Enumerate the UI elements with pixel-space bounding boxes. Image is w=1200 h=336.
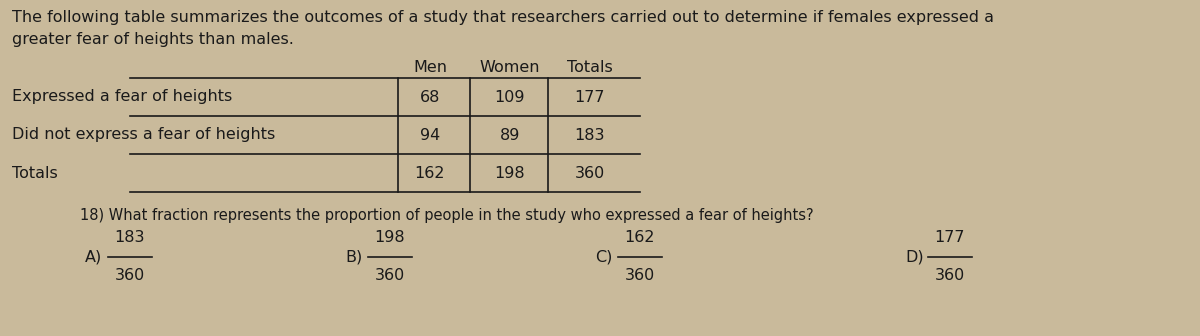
Text: Expressed a fear of heights: Expressed a fear of heights (12, 89, 233, 104)
Text: C): C) (595, 250, 612, 264)
Text: D): D) (905, 250, 924, 264)
Text: 109: 109 (494, 89, 526, 104)
Text: B): B) (346, 250, 362, 264)
Text: 183: 183 (115, 230, 145, 246)
Text: Did not express a fear of heights: Did not express a fear of heights (12, 127, 275, 142)
Text: 89: 89 (500, 127, 520, 142)
Text: 360: 360 (374, 268, 406, 284)
Text: Totals: Totals (568, 60, 613, 76)
Text: Men: Men (413, 60, 446, 76)
Text: 198: 198 (494, 166, 526, 180)
Text: 183: 183 (575, 127, 605, 142)
Text: Totals: Totals (12, 166, 58, 180)
Text: 177: 177 (575, 89, 605, 104)
Text: A): A) (85, 250, 102, 264)
Text: The following table summarizes the outcomes of a study that researchers carried : The following table summarizes the outco… (12, 10, 994, 25)
Text: 360: 360 (935, 268, 965, 284)
Text: 162: 162 (625, 230, 655, 246)
Text: 177: 177 (935, 230, 965, 246)
Text: 162: 162 (415, 166, 445, 180)
Text: Women: Women (480, 60, 540, 76)
Text: 360: 360 (575, 166, 605, 180)
Text: 68: 68 (420, 89, 440, 104)
Text: greater fear of heights than males.: greater fear of heights than males. (12, 32, 294, 47)
Text: 18) What fraction represents the proportion of people in the study who expressed: 18) What fraction represents the proport… (80, 208, 814, 223)
Text: 198: 198 (374, 230, 406, 246)
Text: 360: 360 (625, 268, 655, 284)
Text: 360: 360 (115, 268, 145, 284)
Text: 94: 94 (420, 127, 440, 142)
